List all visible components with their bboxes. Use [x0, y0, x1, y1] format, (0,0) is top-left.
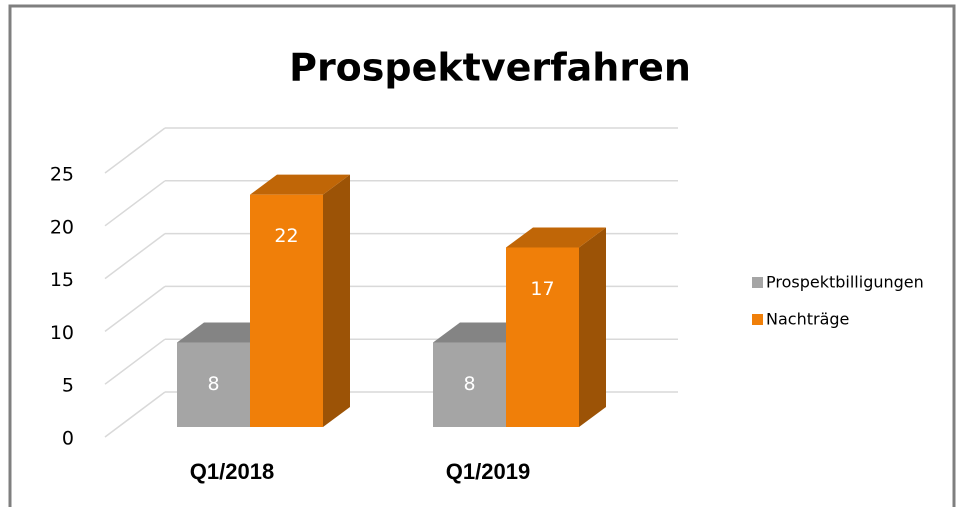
grid-line-depth — [104, 285, 166, 332]
bar-side — [579, 227, 606, 427]
bar-side — [323, 174, 350, 427]
grid-line-depth — [104, 180, 166, 227]
y-tick-label: 5 — [62, 375, 74, 397]
value-label: 8 — [207, 373, 219, 395]
y-tick-label: 20 — [50, 216, 74, 238]
grid-line-depth — [104, 127, 166, 174]
value-label: 22 — [274, 225, 298, 247]
y-tick-label: 10 — [50, 322, 74, 344]
chart-title: Prospektverfahren — [289, 46, 691, 90]
y-tick-label: 0 — [62, 428, 74, 450]
legend-swatch — [752, 314, 763, 325]
frame — [8, 4, 956, 507]
bar — [506, 247, 579, 427]
value-label: 8 — [463, 373, 475, 395]
bar — [433, 342, 506, 427]
grid-line-depth — [104, 391, 166, 438]
bar — [177, 342, 250, 427]
bar-top — [506, 227, 606, 248]
y-tick-label: 15 — [50, 269, 74, 291]
bar-top — [250, 174, 350, 195]
y-tick-label: 25 — [50, 164, 74, 186]
x-tick-label: Q1/2019 — [446, 459, 530, 484]
x-tick-label: Q1/2018 — [190, 459, 274, 484]
grid-line-depth — [104, 233, 166, 280]
value-label: 17 — [530, 278, 554, 300]
bar — [250, 194, 323, 427]
grid-line-depth — [104, 338, 166, 385]
legend-swatch — [752, 277, 763, 288]
legend-label: Nachträge — [766, 310, 849, 329]
legend-label: Prospektbilligungen — [766, 273, 924, 292]
